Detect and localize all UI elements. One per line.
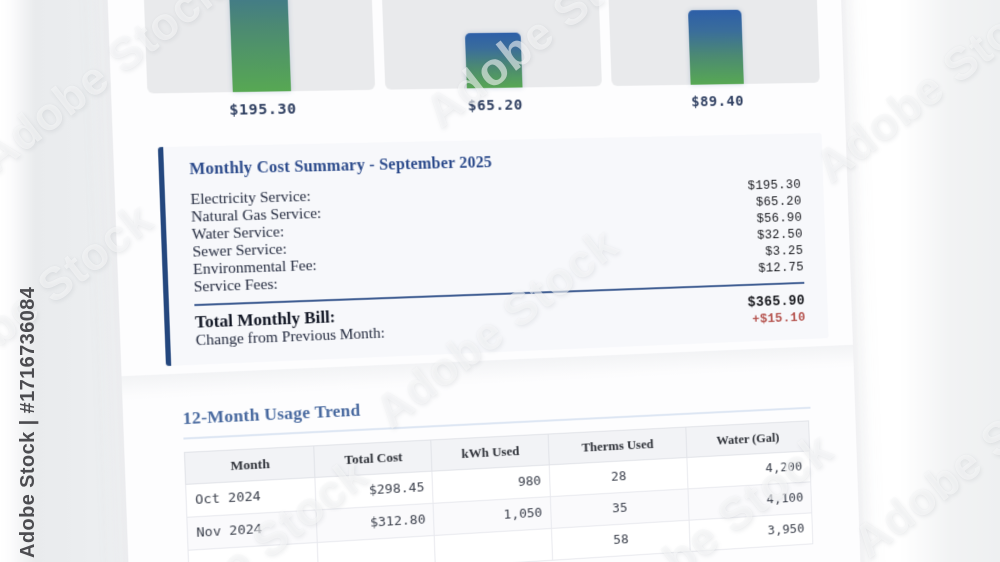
- chart-column-water: $89.40: [605, 0, 821, 112]
- change-value: +$15.10: [752, 309, 806, 327]
- cell-therms: 58: [551, 520, 690, 561]
- summary-value: $3.25: [764, 243, 804, 259]
- summary-value: $12.75: [757, 259, 805, 276]
- utility-bill-document: $195.30 $65.20 $89.40 Monthly Cost Summa…: [103, 0, 865, 562]
- bar-water: [687, 9, 744, 85]
- bar-electricity: [226, 0, 292, 93]
- total-bill-value: $365.90: [747, 293, 806, 312]
- monthly-cost-summary-card: Monthly Cost Summary - September 2025 El…: [157, 133, 829, 367]
- usage-table: Month Total Cost kWh Used Therms Used Wa…: [183, 420, 814, 562]
- adobe-stock-id-watermark: Adobe Stock | #1716736084: [17, 286, 39, 558]
- bar-value-label: $89.40: [690, 93, 745, 111]
- usage-trend-section: 12-Month Usage Trend Month Total Cost kW…: [159, 379, 836, 562]
- chart-column-gas: $65.20: [378, 0, 603, 116]
- summary-value: $65.20: [755, 193, 802, 210]
- chart-card: [378, 0, 603, 90]
- cell-kwh: [434, 528, 553, 562]
- bar-gas: [464, 32, 523, 89]
- bar-value-label: $195.30: [229, 101, 297, 119]
- adobe-stock-tile-watermark: Adobe Stock: [842, 346, 1000, 562]
- cell-water: 3,950: [688, 512, 813, 552]
- summary-label: Service Fees:: [193, 276, 279, 296]
- bar-value-label: $65.20: [467, 97, 524, 115]
- summary-title: Monthly Cost Summary - September 2025: [189, 154, 493, 179]
- summary-value: $32.50: [756, 226, 803, 243]
- summary-value: $56.90: [756, 210, 803, 227]
- cost-bar-charts: $195.30 $65.20 $89.40: [140, 0, 820, 120]
- summary-value: $195.30: [747, 177, 802, 194]
- chart-column-electricity: $195.30: [140, 0, 375, 120]
- chart-card: [605, 0, 820, 87]
- chart-card: [140, 0, 375, 94]
